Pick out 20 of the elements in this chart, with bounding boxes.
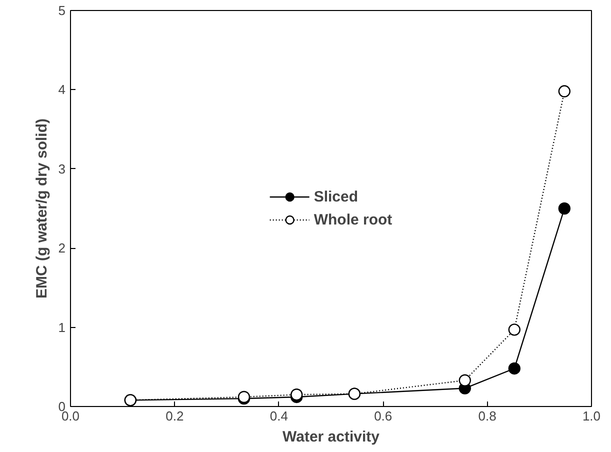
y-tick-label: 3 <box>58 161 66 176</box>
legend-label: Whole root <box>314 211 392 228</box>
y-tick-label: 1 <box>58 320 66 335</box>
x-tick-label: 0.6 <box>374 408 392 424</box>
point <box>290 388 303 401</box>
point <box>508 324 520 336</box>
y-tick-label: 4 <box>58 82 66 98</box>
x-tick-label: 1.0 <box>582 408 601 424</box>
y-tick-label: 2 <box>58 240 66 256</box>
y-tick-label: 5 <box>58 3 66 18</box>
x-axis-title: Water activity <box>282 428 380 446</box>
legend-label: Sliced <box>314 188 358 205</box>
point <box>558 202 571 215</box>
point <box>458 374 471 386</box>
y-axis-title: EMC (g water/g dry solid) <box>33 118 50 299</box>
x-tick-label: 0.2 <box>166 408 184 424</box>
x-tick-label: 0.4 <box>270 408 288 424</box>
point <box>558 85 571 98</box>
point <box>508 362 520 375</box>
x-tick-label: 0.8 <box>478 408 496 424</box>
